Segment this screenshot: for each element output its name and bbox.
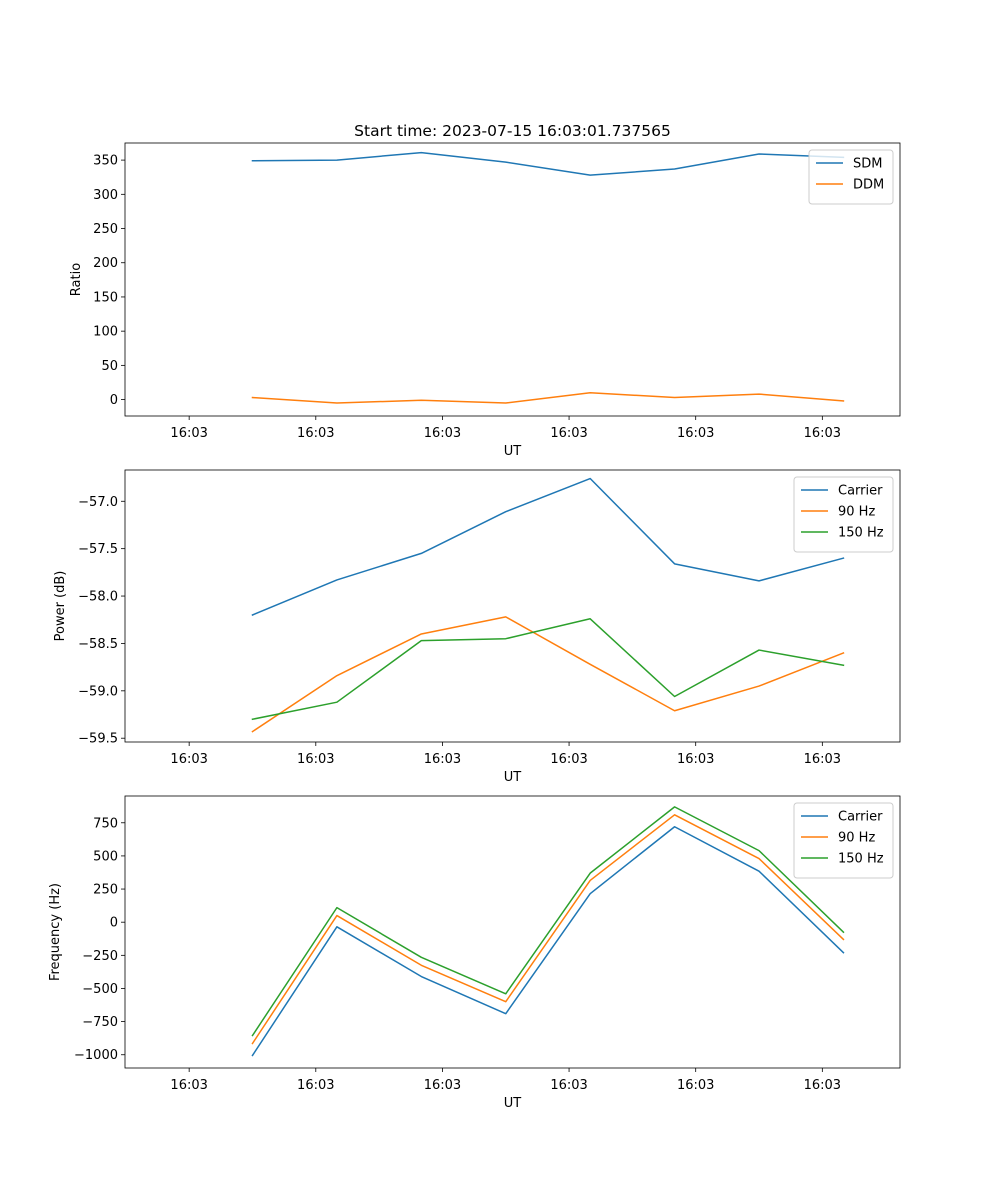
chart-panel-1: 16:03 16:03 16:03 16:03 16:03 16:03 0 50 100 150 2… bbox=[69, 142, 901, 459]
series-line-90-hz bbox=[251, 814, 845, 1045]
x-tick-label: 16:03 bbox=[550, 426, 587, 441]
x-tick-label: 16:03 bbox=[550, 752, 587, 767]
y-tick-label: −58.0 bbox=[78, 590, 118, 605]
plot-area bbox=[125, 470, 900, 742]
series-line-carrier bbox=[251, 826, 845, 1057]
x-tick-label: 16:03 bbox=[170, 752, 207, 767]
legend-label: 150 Hz bbox=[838, 526, 884, 541]
y-tick-label: −58.5 bbox=[78, 637, 118, 652]
y-tick-label: 300 bbox=[93, 188, 118, 203]
y-tick-label: −59.0 bbox=[78, 684, 118, 699]
plot-frame bbox=[124, 795, 901, 1069]
x-tick-label: 16:03 bbox=[170, 426, 207, 441]
x-axis-label: UT bbox=[504, 1096, 522, 1111]
plot-area bbox=[125, 796, 900, 1068]
y-tick-label: 500 bbox=[93, 849, 118, 864]
legend: Carrier 90 Hz 150 Hz bbox=[793, 476, 894, 553]
y-tick-label: 350 bbox=[93, 154, 118, 169]
x-tick-label: 16:03 bbox=[424, 752, 461, 767]
plot-frame bbox=[124, 142, 901, 417]
chart-panel-2: 16:03 16:03 16:03 16:03 16:03 16:03 −59.5 −59.0… bbox=[53, 469, 901, 785]
y-tick-label: −1000 bbox=[74, 1048, 118, 1063]
y-tick-label: 50 bbox=[101, 359, 118, 374]
legend-label: Carrier bbox=[838, 810, 883, 825]
y-axis-label: Power (dB) bbox=[53, 571, 68, 642]
y-tick-label: −250 bbox=[82, 949, 118, 964]
x-tick-label: 16:03 bbox=[804, 1078, 841, 1093]
y-tick-label: 200 bbox=[93, 256, 118, 271]
series-line-ddm bbox=[251, 391, 845, 404]
legend: SDM DDM bbox=[808, 149, 894, 205]
y-tick-label: 250 bbox=[93, 222, 118, 237]
x-tick-label: 16:03 bbox=[424, 1078, 461, 1093]
y-axis-label: Ratio bbox=[69, 263, 84, 296]
legend-frame bbox=[793, 802, 894, 879]
y-tick-label: −57.0 bbox=[78, 495, 118, 510]
plot-frame bbox=[124, 469, 901, 743]
x-tick-label: 16:03 bbox=[170, 1078, 207, 1093]
series-line-sdm bbox=[251, 151, 845, 176]
series-line-150-hz bbox=[251, 806, 845, 1037]
y-tick-label: −750 bbox=[82, 1015, 118, 1030]
y-tick-label: −57.5 bbox=[78, 542, 118, 557]
x-tick-label: 16:03 bbox=[677, 426, 714, 441]
y-tick-label: 0 bbox=[110, 916, 118, 931]
series-line-150-hz bbox=[251, 618, 845, 721]
y-tick-label: 750 bbox=[93, 816, 118, 831]
figure-title: Start time: 2023-07-15 16:03:01.737565 bbox=[354, 122, 671, 140]
x-axis-label: UT bbox=[504, 444, 522, 459]
legend-label: 90 Hz bbox=[838, 505, 875, 520]
plot-area bbox=[125, 143, 900, 416]
y-axis-label: Frequency (Hz) bbox=[48, 883, 63, 981]
legend: Carrier 90 Hz 150 Hz bbox=[793, 802, 894, 879]
x-tick-label: 16:03 bbox=[677, 752, 714, 767]
panels: 16:03 16:03 16:03 16:03 16:03 16:03 0 50 100 150 2… bbox=[48, 142, 901, 1111]
x-tick-label: 16:03 bbox=[424, 426, 461, 441]
y-tick-label: 250 bbox=[93, 883, 118, 898]
y-tick-label: 100 bbox=[93, 325, 118, 340]
x-tick-label: 16:03 bbox=[297, 752, 334, 767]
legend-label: 90 Hz bbox=[838, 831, 875, 846]
legend-label: 150 Hz bbox=[838, 852, 884, 867]
series-line-carrier bbox=[251, 477, 845, 616]
x-tick-label: 16:03 bbox=[677, 1078, 714, 1093]
x-axis-label: UT bbox=[504, 770, 522, 785]
legend-label: Carrier bbox=[838, 484, 883, 499]
x-tick-label: 16:03 bbox=[297, 1078, 334, 1093]
legend-frame bbox=[793, 476, 894, 553]
legend-label: SDM bbox=[853, 157, 882, 172]
x-tick-label: 16:03 bbox=[297, 426, 334, 441]
y-tick-label: 0 bbox=[110, 393, 118, 408]
y-tick-label: −500 bbox=[82, 982, 118, 997]
x-tick-label: 16:03 bbox=[804, 752, 841, 767]
legend-label: DDM bbox=[853, 178, 884, 193]
y-tick-label: −59.5 bbox=[78, 732, 118, 747]
x-tick-label: 16:03 bbox=[804, 426, 841, 441]
y-tick-label: 150 bbox=[93, 290, 118, 305]
series-line-90-hz bbox=[251, 616, 845, 733]
chart-panel-3: 16:03 16:03 16:03 16:03 16:03 16:03 −1000 −750 −… bbox=[48, 795, 901, 1111]
x-tick-label: 16:03 bbox=[550, 1078, 587, 1093]
